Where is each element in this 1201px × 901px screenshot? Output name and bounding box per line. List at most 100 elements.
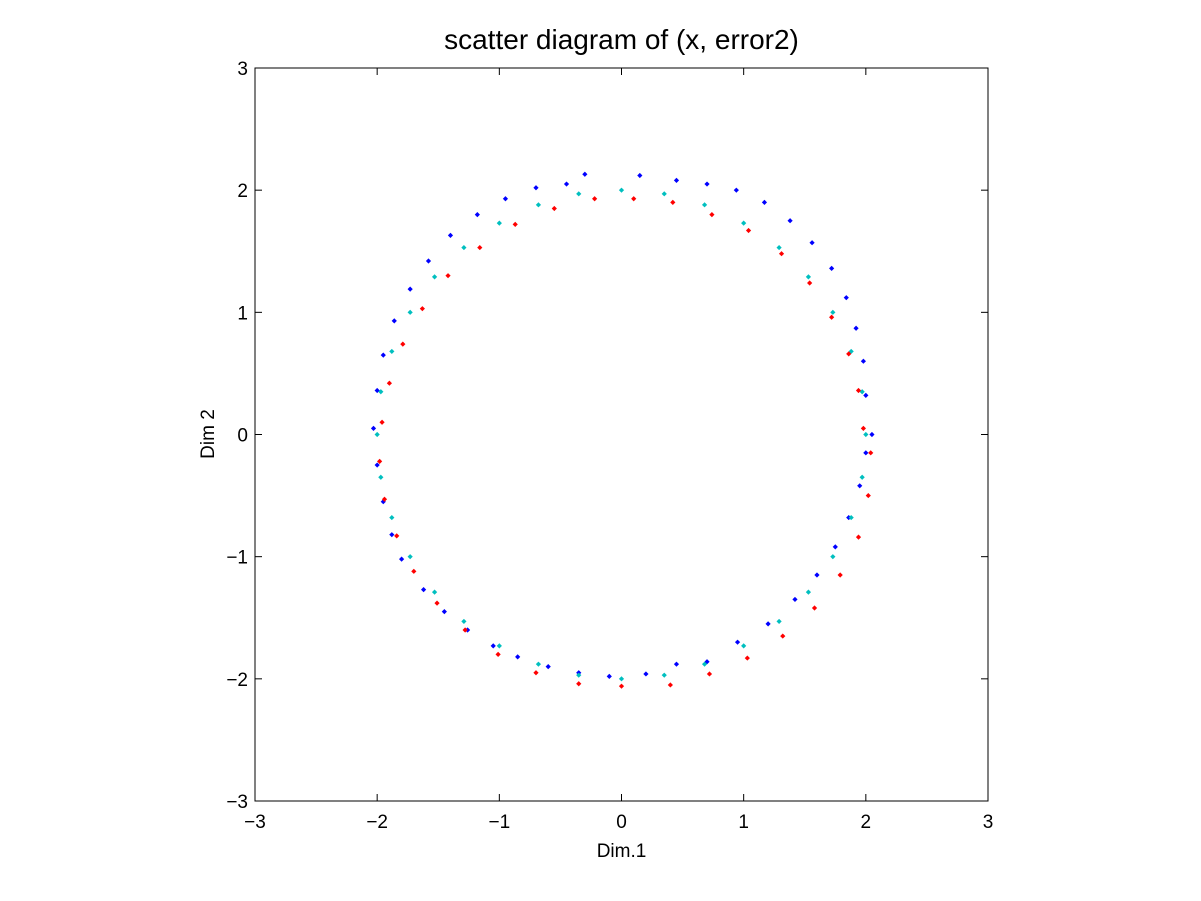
- data-point: [859, 474, 865, 480]
- data-point: [495, 651, 501, 657]
- data-point: [462, 627, 468, 633]
- data-point: [814, 572, 820, 578]
- x-tick-label: 1: [738, 812, 749, 833]
- data-point: [846, 351, 852, 357]
- data-point: [419, 306, 425, 312]
- data-point: [709, 212, 715, 218]
- data-point: [370, 425, 377, 431]
- data-point: [860, 358, 866, 364]
- x-tick-label: −1: [488, 812, 510, 833]
- data-point: [855, 534, 862, 540]
- data-point: [377, 458, 383, 464]
- data-point: [434, 600, 440, 606]
- data-point: [618, 676, 625, 682]
- data-point: [445, 273, 451, 279]
- data-point: [496, 643, 502, 649]
- chart-title: scatter diagram of (x, error2): [444, 24, 799, 55]
- data-point: [848, 348, 854, 355]
- data-point: [420, 587, 427, 593]
- data-point: [830, 554, 836, 560]
- x-tick-label: 0: [616, 812, 627, 833]
- data-point: [805, 589, 812, 595]
- data-point: [733, 187, 739, 193]
- data-point: [865, 492, 871, 499]
- data-point: [776, 618, 782, 625]
- data-point: [701, 202, 708, 208]
- data-point: [582, 171, 588, 177]
- data-point: [533, 670, 539, 676]
- y-axis-label: Dim 2: [198, 409, 219, 459]
- y-tick-label: 2: [237, 181, 248, 202]
- data-point: [461, 618, 467, 625]
- data-point: [490, 643, 496, 649]
- data-point: [741, 220, 747, 226]
- data-point: [431, 589, 438, 595]
- data-point: [855, 387, 862, 394]
- data-point: [837, 572, 843, 578]
- data-point: [576, 672, 582, 678]
- data-point: [477, 244, 483, 251]
- data-point: [706, 671, 713, 677]
- data-point: [787, 218, 793, 224]
- data-point: [378, 474, 384, 480]
- data-point: [425, 258, 432, 264]
- data-point: [860, 425, 866, 431]
- data-point: [407, 309, 413, 315]
- data-point: [809, 240, 815, 246]
- x-tick-label: 3: [983, 812, 994, 833]
- ticks: [254, 67, 989, 802]
- data-point: [389, 532, 395, 538]
- data-point: [431, 274, 438, 280]
- y-tick-label: 1: [237, 303, 248, 324]
- data-point: [673, 177, 680, 183]
- series-1: [374, 187, 869, 682]
- data-point: [474, 212, 480, 218]
- data-point: [606, 673, 612, 679]
- data-point: [780, 633, 786, 639]
- data-point: [407, 554, 413, 560]
- data-point: [400, 341, 406, 347]
- data-point: [551, 205, 557, 212]
- series-0: [370, 171, 875, 679]
- data-point: [576, 191, 582, 197]
- data-point: [670, 199, 676, 205]
- data-point: [378, 389, 384, 395]
- data-point: [830, 309, 836, 315]
- data-point: [535, 661, 542, 667]
- y-tick-label: −3: [226, 792, 248, 813]
- tick-labels: −3 −2 −1 0 1 2 3 −3 −2 −1 0 1 2 3: [226, 59, 993, 833]
- x-tick-label: 2: [861, 812, 872, 833]
- data-point: [512, 221, 518, 227]
- data-point: [704, 659, 710, 665]
- data-point: [618, 683, 625, 689]
- data-point: [637, 172, 643, 179]
- data-point: [805, 274, 812, 280]
- x-tick-label: −3: [244, 812, 266, 833]
- data-points: [370, 171, 875, 689]
- data-point: [761, 199, 768, 205]
- data-point: [391, 318, 397, 324]
- data-point: [704, 181, 710, 187]
- data-point: [447, 232, 454, 238]
- x-tick-label: −2: [366, 812, 388, 833]
- data-point: [576, 681, 582, 687]
- data-point: [853, 325, 859, 331]
- data-point: [843, 295, 849, 301]
- data-point: [868, 450, 874, 456]
- data-point: [461, 244, 467, 251]
- data-point: [807, 280, 813, 286]
- data-point: [848, 514, 854, 521]
- data-point: [374, 431, 380, 438]
- data-point: [545, 664, 551, 670]
- data-point: [535, 202, 542, 208]
- data-point: [441, 609, 447, 615]
- data-point: [379, 419, 385, 425]
- y-tick-label: 3: [237, 59, 248, 80]
- data-point: [374, 387, 380, 394]
- data-point: [741, 643, 747, 649]
- data-point: [592, 196, 598, 202]
- data-point: [811, 605, 818, 611]
- data-point: [661, 191, 667, 197]
